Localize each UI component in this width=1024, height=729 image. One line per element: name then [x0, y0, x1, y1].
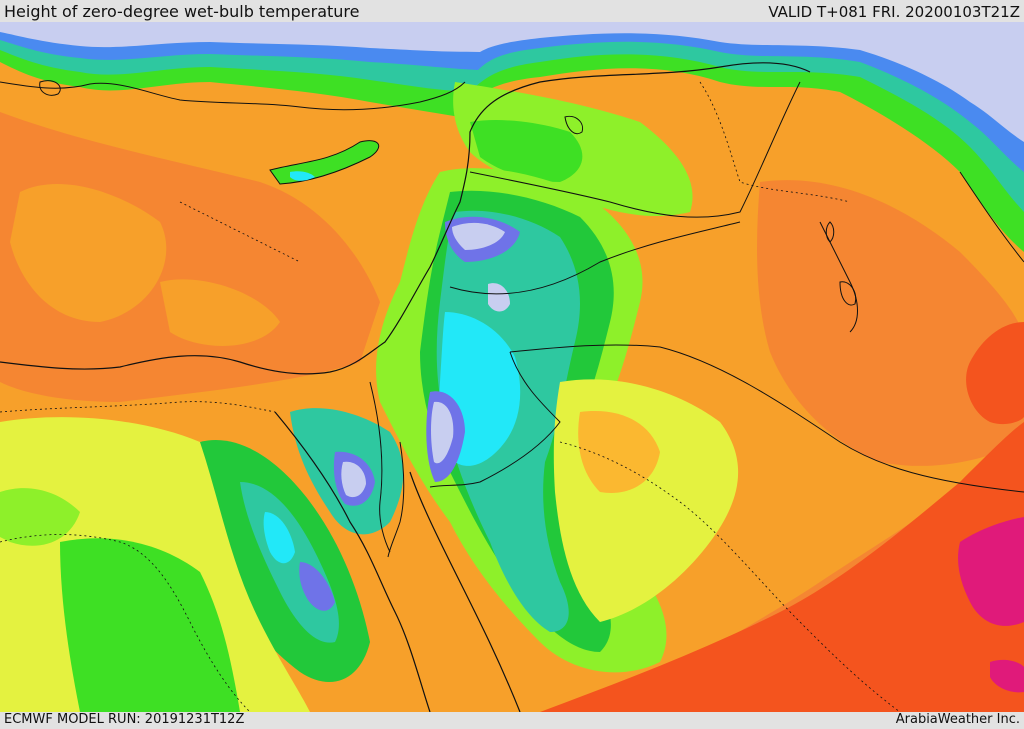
model-run: ECMWF MODEL RUN: 20191231T12Z	[4, 712, 245, 727]
magenta-patch-2	[990, 659, 1024, 693]
border-jordan-saudi	[429, 351, 561, 488]
south-red-orange	[540, 422, 1024, 712]
mediterranean-dark-orange	[0, 112, 380, 402]
north-teal-band	[0, 22, 1024, 212]
sea-orange-patch	[10, 183, 167, 322]
credit-label: ArabiaWeather Inc.	[895, 712, 1020, 727]
header-bar	[0, 0, 1024, 22]
border-saudi-iraq	[509, 344, 1024, 493]
sea-orange-patch-2	[160, 279, 280, 346]
lebanon-lavender	[452, 222, 505, 250]
border-egypt-north	[0, 401, 276, 413]
map-title: Height of zero-degree wet-bulb temperatu…	[4, 2, 360, 21]
cyprus-cyan	[290, 171, 315, 181]
lake-1	[825, 221, 835, 243]
iraq-dark-orange	[757, 180, 1024, 466]
valid-time: VALID T+081 FRI. 20200103T21Z	[768, 3, 1020, 21]
coastline-gulf	[819, 221, 858, 333]
border-syria-iraq	[469, 81, 801, 218]
wet-bulb-zero-map	[0, 22, 1024, 712]
north-green-band	[0, 22, 1024, 252]
golan-lavender	[488, 283, 510, 312]
coastline-caspian	[959, 171, 1024, 263]
lake-2	[839, 281, 857, 306]
magenta-patch	[958, 517, 1024, 626]
border-saudi-dotted	[559, 441, 901, 712]
egypt-blue-violet	[299, 562, 335, 611]
saudi-light-orange	[578, 411, 660, 493]
island-1	[39, 80, 61, 96]
coastline-gulf-aqaba	[387, 441, 405, 558]
sinai-lavender	[341, 461, 366, 498]
lake-3	[564, 115, 584, 135]
coastline-red-sea-east	[409, 471, 521, 712]
east-red-orange	[966, 322, 1024, 425]
jordan-lavender	[431, 401, 454, 464]
border-internal-dotted	[0, 534, 251, 712]
coastline-turkey	[0, 81, 466, 111]
coastline-red-sea-west	[274, 411, 431, 712]
border-jordan-iraq	[449, 221, 741, 295]
egypt-west-yellow-green	[0, 488, 80, 546]
coastline-north	[0, 62, 811, 375]
syria-green	[470, 120, 583, 182]
footer-bar	[0, 712, 1024, 729]
egypt-bright-green	[60, 538, 240, 712]
egypt-cyan	[263, 512, 295, 564]
coastline-gulf-suez	[369, 381, 391, 553]
north-lavender-band	[0, 22, 1024, 142]
